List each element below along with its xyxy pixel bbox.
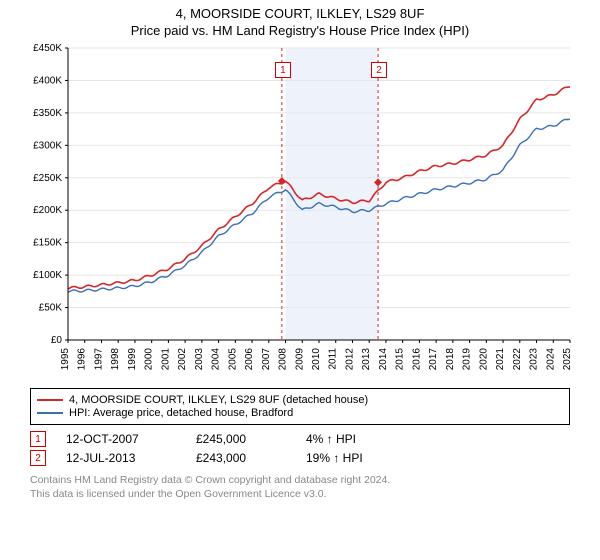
- page-title: 4, MOORSIDE COURT, ILKLEY, LS29 8UF: [0, 6, 600, 21]
- sale-hpi: 4% ↑ HPI: [306, 432, 396, 446]
- legend: 4, MOORSIDE COURT, ILKLEY, LS29 8UF (det…: [30, 388, 570, 425]
- svg-text:2005: 2005: [227, 348, 238, 371]
- table-row: 1 12-OCT-2007 £245,000 4% ↑ HPI: [30, 431, 570, 447]
- svg-text:2025: 2025: [562, 348, 573, 371]
- svg-text:£50K: £50K: [39, 303, 63, 314]
- svg-text:2011: 2011: [328, 348, 339, 370]
- svg-text:2021: 2021: [495, 348, 506, 371]
- footer-attribution: Contains HM Land Registry data © Crown c…: [30, 474, 570, 501]
- legend-row: 4, MOORSIDE COURT, ILKLEY, LS29 8UF (det…: [37, 394, 563, 406]
- svg-text:2003: 2003: [194, 348, 205, 371]
- svg-text:2010: 2010: [311, 348, 322, 371]
- svg-text:2001: 2001: [160, 348, 171, 371]
- svg-text:2015: 2015: [395, 348, 406, 371]
- footer-line: This data is licensed under the Open Gov…: [30, 488, 570, 502]
- svg-text:2023: 2023: [529, 348, 540, 371]
- svg-text:2006: 2006: [244, 348, 255, 371]
- svg-text:£450K: £450K: [33, 43, 62, 54]
- sale-date: 12-OCT-2007: [66, 432, 176, 446]
- legend-label: HPI: Average price, detached house, Brad…: [69, 407, 293, 419]
- legend-swatch: [37, 399, 63, 401]
- sale-price: £245,000: [196, 432, 286, 446]
- svg-text:2008: 2008: [278, 348, 289, 371]
- svg-text:2022: 2022: [512, 348, 523, 371]
- svg-text:2009: 2009: [294, 348, 305, 371]
- svg-text:£400K: £400K: [33, 75, 62, 86]
- svg-text:£250K: £250K: [33, 173, 62, 184]
- svg-text:2004: 2004: [211, 348, 222, 371]
- svg-text:2024: 2024: [545, 348, 556, 371]
- sale-marker-badge: 2: [30, 450, 46, 466]
- price-chart: £0 £50K £100K £150K £200K £250K £300K £350K £400…: [20, 42, 580, 382]
- svg-text:£150K: £150K: [33, 238, 62, 249]
- sale-marker-badge: 1: [30, 431, 46, 447]
- svg-text:£100K: £100K: [33, 270, 62, 281]
- svg-text:£350K: £350K: [33, 108, 62, 119]
- svg-text:2018: 2018: [445, 348, 456, 371]
- svg-text:£0: £0: [51, 335, 63, 346]
- svg-text:2014: 2014: [378, 348, 389, 371]
- svg-text:1997: 1997: [93, 348, 104, 371]
- page-subtitle: Price paid vs. HM Land Registry's House …: [0, 23, 600, 38]
- svg-text:2002: 2002: [177, 348, 188, 371]
- svg-text:1999: 1999: [127, 348, 138, 371]
- sale-hpi: 19% ↑ HPI: [306, 451, 396, 465]
- legend-label: 4, MOORSIDE COURT, ILKLEY, LS29 8UF (det…: [69, 394, 368, 406]
- svg-text:1996: 1996: [77, 348, 88, 371]
- svg-text:2012: 2012: [344, 348, 355, 371]
- svg-text:2020: 2020: [478, 348, 489, 371]
- sale-marker-flag: 2: [371, 62, 387, 78]
- chart-svg: £0 £50K £100K £150K £200K £250K £300K £350K £400…: [20, 42, 580, 382]
- svg-text:2007: 2007: [261, 348, 272, 371]
- svg-text:1998: 1998: [110, 348, 121, 371]
- svg-text:£200K: £200K: [33, 205, 62, 216]
- table-row: 2 12-JUL-2013 £243,000 19% ↑ HPI: [30, 450, 570, 466]
- legend-swatch: [37, 412, 63, 414]
- svg-text:2017: 2017: [428, 348, 439, 371]
- svg-text:2019: 2019: [462, 348, 473, 371]
- footer-line: Contains HM Land Registry data © Crown c…: [30, 474, 570, 488]
- sale-date: 12-JUL-2013: [66, 451, 176, 465]
- svg-text:2000: 2000: [144, 348, 155, 371]
- sale-marker-flag: 1: [275, 62, 291, 78]
- sales-table: 1 12-OCT-2007 £245,000 4% ↑ HPI 2 12-JUL…: [30, 431, 570, 466]
- svg-text:2013: 2013: [361, 348, 372, 371]
- legend-row: HPI: Average price, detached house, Brad…: [37, 407, 563, 419]
- svg-text:2016: 2016: [411, 348, 422, 371]
- svg-text:£300K: £300K: [33, 140, 62, 151]
- svg-text:1995: 1995: [60, 348, 71, 371]
- sale-price: £243,000: [196, 451, 286, 465]
